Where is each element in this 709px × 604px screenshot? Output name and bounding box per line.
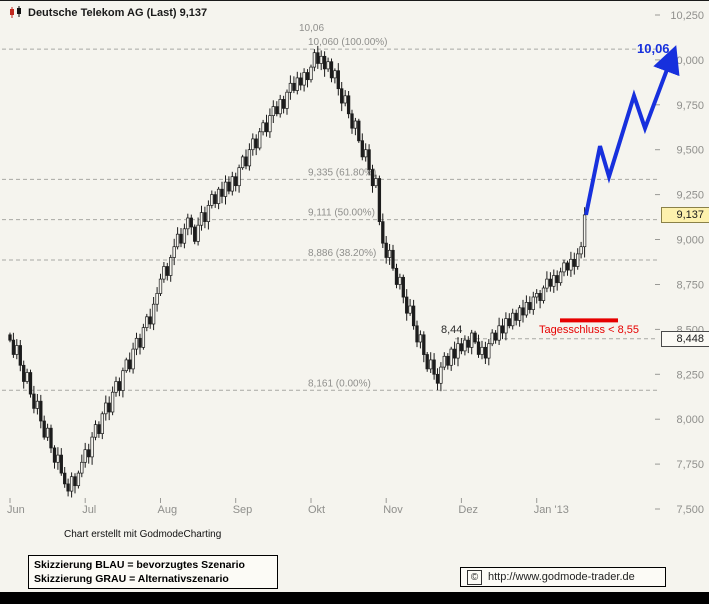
- swing-low-axis-badge: 8,448: [661, 330, 709, 347]
- svg-text:9,750: 9,750: [676, 100, 704, 112]
- svg-text:10,060 (100.00%): 10,060 (100.00%): [308, 37, 388, 48]
- svg-text:7,500: 7,500: [676, 504, 704, 516]
- svg-text:9,111 (50.00%): 9,111 (50.00%): [308, 208, 375, 219]
- svg-text:9,335 (61.80%): 9,335 (61.80%): [308, 167, 376, 178]
- website-link[interactable]: http://www.godmode-trader.de: [488, 571, 635, 583]
- last-price-axis-badge: 9,137: [661, 206, 709, 223]
- svg-text:Jan '13: Jan '13: [534, 504, 569, 516]
- svg-text:Aug: Aug: [158, 504, 178, 516]
- svg-text:10,250: 10,250: [670, 10, 704, 22]
- chart-title-bar: Deutsche Telekom AG (Last) 9,137: [8, 6, 207, 19]
- copyright-box: © http://www.godmode-trader.de: [460, 567, 666, 587]
- axes: 10,25010,0009,7509,5009,2509,0008,7508,5…: [7, 10, 704, 516]
- peak-price-label: 10,06: [299, 23, 325, 35]
- svg-text:10,000: 10,000: [670, 55, 704, 67]
- svg-text:Okt: Okt: [308, 504, 325, 516]
- svg-text:Sep: Sep: [233, 504, 253, 516]
- chart-title: Deutsche Telekom AG (Last) 9,137: [28, 6, 208, 19]
- bottom-black-bar: [0, 592, 709, 604]
- svg-text:8,161 (0.00%): 8,161 (0.00%): [308, 378, 371, 389]
- swing-low-price-label: 8,44: [441, 323, 463, 336]
- svg-text:7,750: 7,750: [676, 459, 704, 471]
- svg-text:9,250: 9,250: [676, 190, 704, 202]
- scenario-legend: Skizzierung BLAU = bevorzugtes Szenario …: [28, 555, 278, 589]
- svg-text:8,250: 8,250: [676, 369, 704, 381]
- fib-retracement-lines: 10,060 (100.00%) 9,335 (61.80%) 9,111 (50.…: [2, 37, 657, 391]
- svg-text:8,886 (38.20%): 8,886 (38.20%): [308, 248, 376, 259]
- chart-credit: Chart erstellt mit GodmodeCharting: [64, 529, 222, 540]
- svg-text:8,750: 8,750: [676, 280, 704, 292]
- candlestick-icon: [10, 6, 21, 18]
- svg-text:Nov: Nov: [383, 504, 403, 516]
- svg-text:8,000: 8,000: [676, 414, 704, 426]
- stop-condition-label: Tagesschluss < 8,55: [539, 324, 639, 337]
- sketch-annotations: [560, 45, 680, 323]
- svg-text:9,000: 9,000: [676, 235, 704, 247]
- svg-text:9,500: 9,500: [676, 145, 704, 157]
- copyright-icon: ©: [467, 569, 482, 585]
- price-candles: [8, 45, 587, 498]
- svg-text:Jul: Jul: [82, 504, 96, 516]
- legend-blue-scenario: Skizzierung BLAU = bevorzugtes Szenario: [34, 559, 245, 571]
- svg-text:Dez: Dez: [458, 504, 478, 516]
- legend-grau-scenario: Skizzierung GRAU = Alternativszenario: [34, 573, 229, 585]
- svg-text:Jun: Jun: [7, 504, 25, 516]
- target-price-label: 10,06: [637, 41, 670, 56]
